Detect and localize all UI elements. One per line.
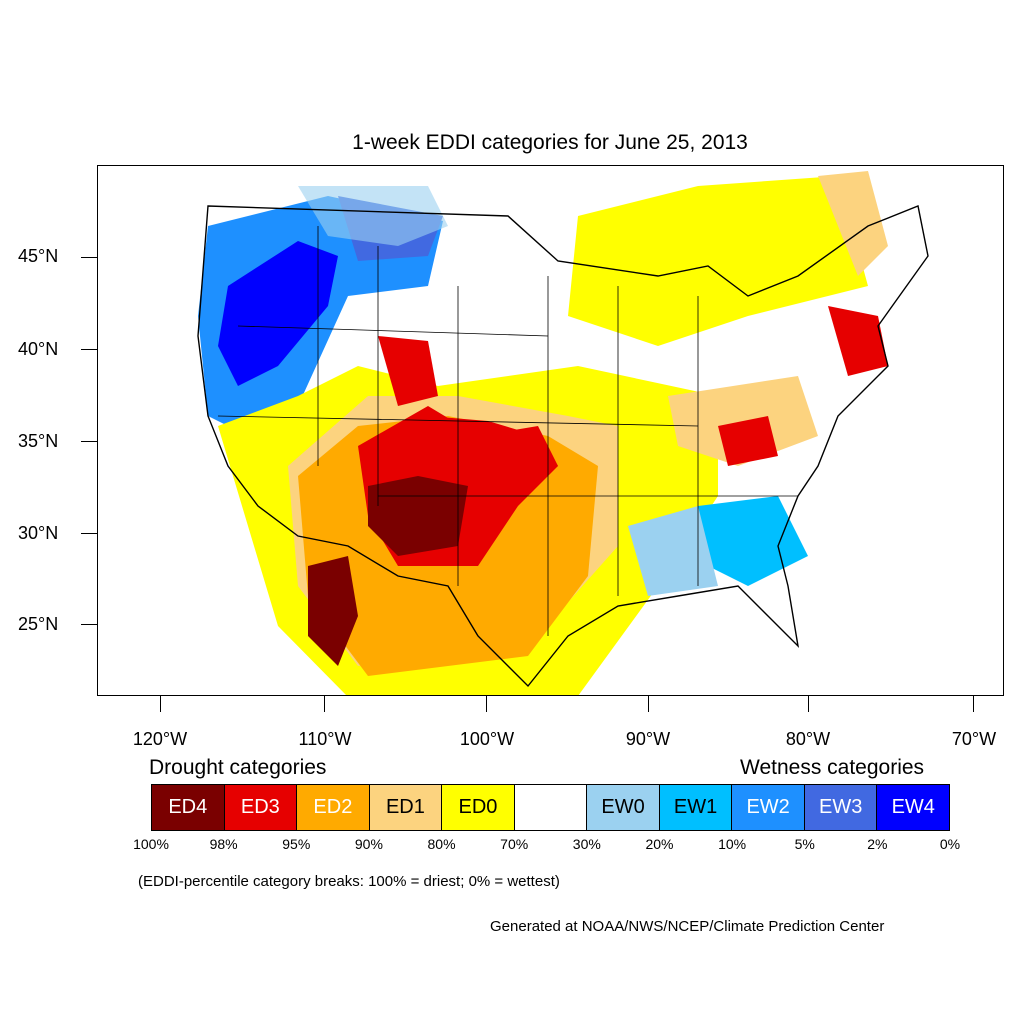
lon-tick xyxy=(160,696,161,712)
region-ew0-south xyxy=(628,506,718,596)
lon-label-100: 100°W xyxy=(459,729,515,749)
lat-tick xyxy=(81,441,97,442)
state-lines xyxy=(217,226,798,636)
legend-swatch: EW3 xyxy=(804,785,878,830)
legend-swatch: ED3 xyxy=(224,785,298,830)
lon-label-70: 70°W xyxy=(951,729,997,749)
wetness-heading: Wetness categories xyxy=(740,756,925,779)
lon-label-110: 110°W xyxy=(298,729,352,749)
percentile-label: 20% xyxy=(645,836,674,852)
lat-tick xyxy=(81,349,97,350)
region-ew0-north xyxy=(298,186,448,246)
eddi-map xyxy=(197,171,929,695)
percentile-label: 0% xyxy=(939,836,961,852)
lon-label-80: 80°W xyxy=(785,729,831,749)
percentile-label: 30% xyxy=(572,836,601,852)
category-note: (EDDI-percentile category breaks: 100% =… xyxy=(138,873,560,890)
region-ed4-arizona xyxy=(308,556,358,666)
percentile-label: 100% xyxy=(133,836,169,852)
lat-label-30: 30°N xyxy=(18,523,59,543)
legend-swatch xyxy=(514,785,588,830)
drought-heading: Drought categories xyxy=(149,756,327,779)
lat-label-40: 40°N xyxy=(18,339,59,359)
legend-swatch: EW1 xyxy=(659,785,733,830)
credit-text: Generated at NOAA/NWS/NCEP/Climate Predi… xyxy=(490,918,885,935)
percentile-label: 90% xyxy=(354,836,383,852)
lon-tick xyxy=(486,696,487,712)
percentile-label: 2% xyxy=(867,836,888,852)
lon-label-90: 90°W xyxy=(625,729,671,749)
region-ew1-southeast xyxy=(698,496,808,586)
percentile-label: 70% xyxy=(500,836,529,852)
lat-label-25: 25°N xyxy=(18,614,59,634)
region-ed3-colorado xyxy=(378,336,438,406)
lat-label-35: 35°N xyxy=(18,431,59,451)
percentile-label: 5% xyxy=(794,836,815,852)
region-ed3-wv xyxy=(718,416,778,466)
lon-tick xyxy=(808,696,809,712)
region-ed3-kansas xyxy=(428,416,558,486)
legend-swatch: ED2 xyxy=(297,785,370,830)
lat-tick xyxy=(81,533,97,534)
legend-swatch: ED0 xyxy=(442,785,515,830)
lat-tick xyxy=(81,624,97,625)
region-ed0-north xyxy=(568,176,868,346)
legend-swatch: EW2 xyxy=(732,785,805,830)
map-title: 1-week EDDI categories for June 25, 2013 xyxy=(352,131,748,154)
percentile-label: 95% xyxy=(282,836,311,852)
lat-tick xyxy=(81,257,97,258)
lon-label-120: 120°W xyxy=(132,729,188,749)
percentile-label: 98% xyxy=(209,836,238,852)
category-colorbar: ED4 ED3 ED2 ED1 ED0 EW0 EW1 EW2 EW3 EW4 xyxy=(151,784,950,831)
lon-tick xyxy=(324,696,325,712)
legend-swatch: ED4 xyxy=(152,785,225,830)
legend-swatch: ED1 xyxy=(369,785,443,830)
region-ew4-oregon xyxy=(218,241,338,386)
lon-tick xyxy=(648,696,649,712)
legend-swatch: EW0 xyxy=(587,785,660,830)
lat-label-45: 45°N xyxy=(18,246,59,266)
lon-tick xyxy=(973,696,974,712)
legend-swatch: EW4 xyxy=(877,785,950,830)
us-outline xyxy=(197,205,929,688)
region-ed1-northeast xyxy=(818,171,888,276)
percentile-label: 80% xyxy=(427,836,456,852)
region-ed3-northeast xyxy=(828,306,888,376)
percentile-label: 10% xyxy=(718,836,747,852)
map-panel xyxy=(97,165,1004,696)
